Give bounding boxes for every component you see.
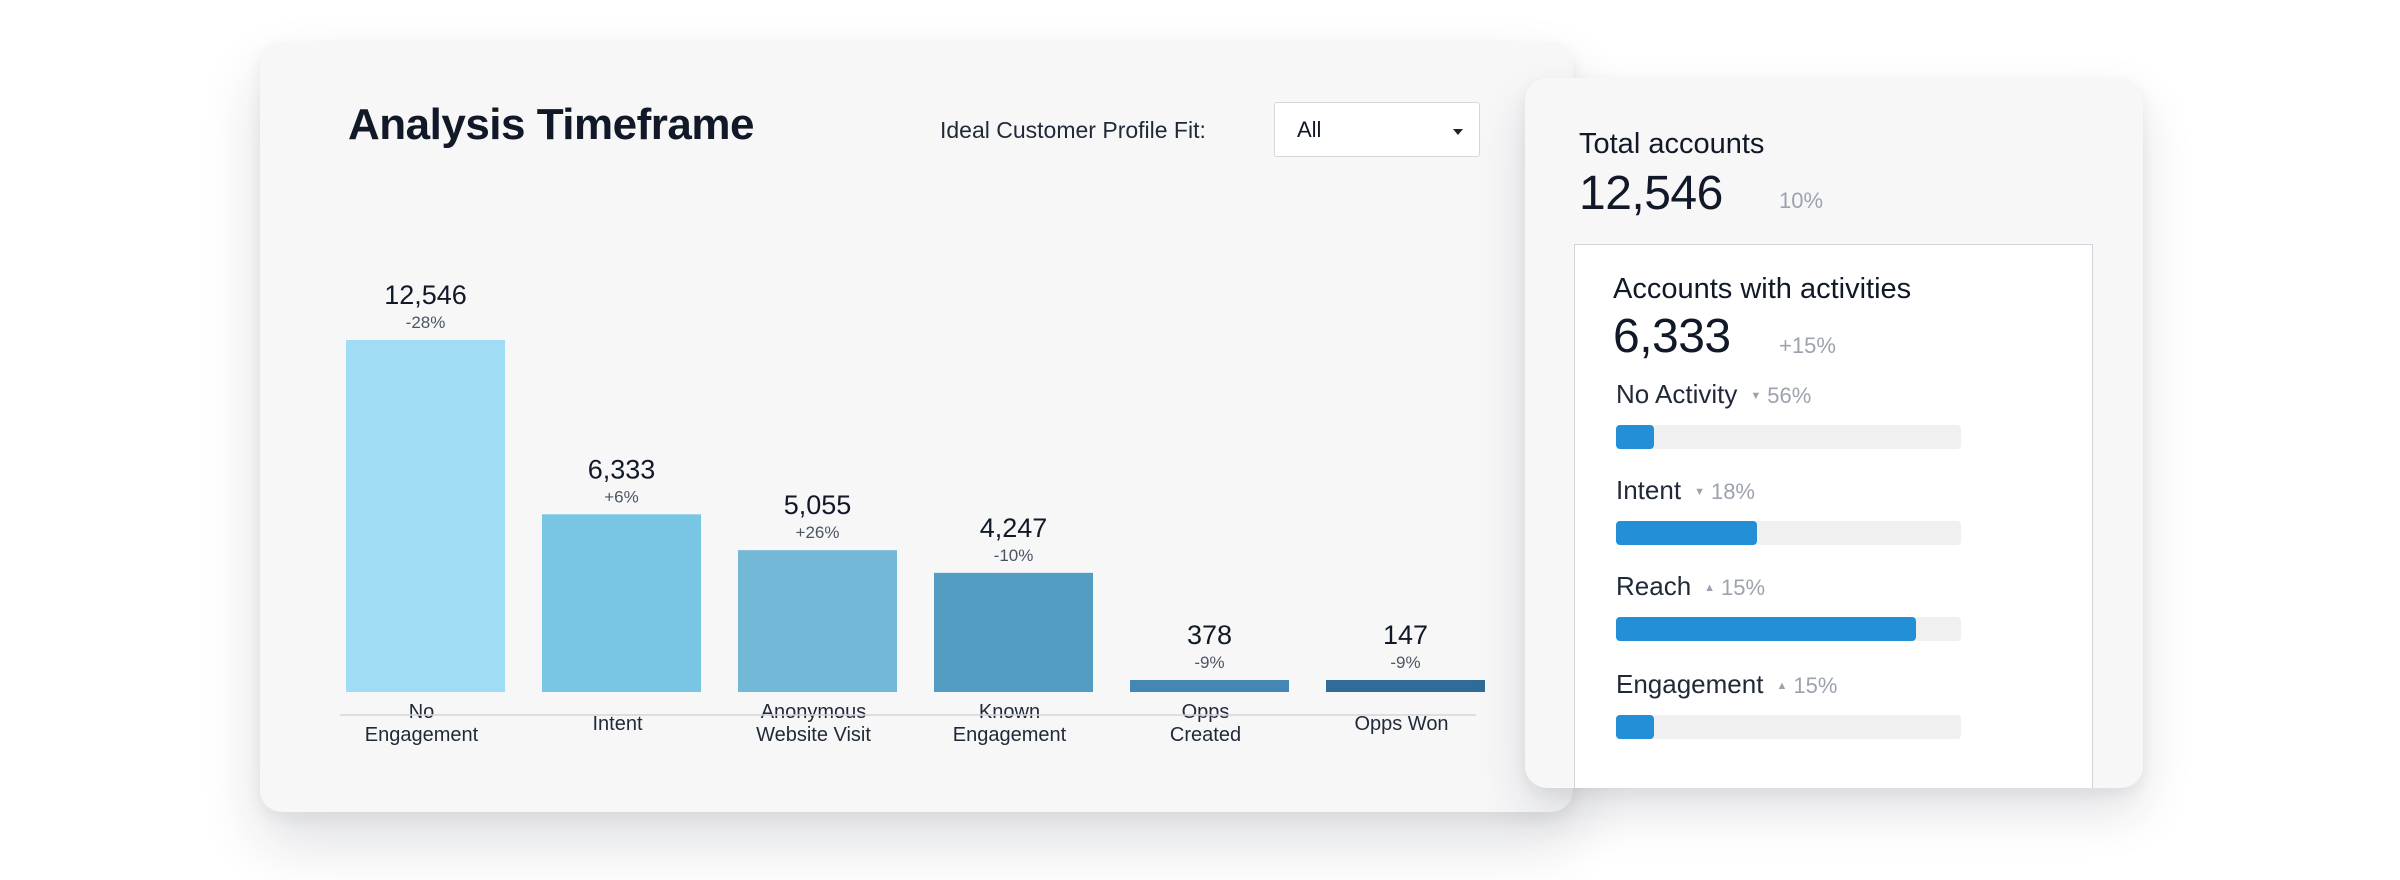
metric-name: No Activity — [1616, 379, 1738, 409]
bar-value-label: 378 — [1187, 620, 1232, 650]
metric-name: Engagement — [1616, 669, 1764, 699]
chevron-down-icon — [1453, 129, 1463, 135]
total-accounts-label: Total accounts — [1579, 128, 1765, 160]
bar-value-label: 4,247 — [980, 513, 1048, 543]
activities-value: 6,333 — [1613, 310, 1731, 363]
chart-bar — [1326, 680, 1485, 692]
total-accounts-change: 10% — [1779, 188, 1824, 213]
bar-change-label: -9% — [1390, 653, 1420, 672]
progress-track — [1616, 715, 1961, 739]
page-title: Analysis Timeframe — [348, 100, 754, 149]
progress-track — [1616, 521, 1961, 545]
bar-change-label: -10% — [994, 546, 1034, 565]
metric-reach: Reach ▲ 15% — [1616, 571, 1961, 641]
metric-percent: 18% — [1710, 479, 1755, 504]
chart-bar — [934, 572, 1093, 692]
activities-change: +15% — [1779, 333, 1836, 358]
category-label: Engagement — [365, 724, 479, 746]
triangle-down-icon: ▼ — [1750, 390, 1762, 402]
bar-change-label: -28% — [406, 313, 446, 332]
metric-percent: 56% — [1767, 383, 1812, 408]
bar-value-label: 5,055 — [784, 490, 852, 520]
metric-percent: 15% — [1793, 673, 1838, 698]
category-label: Opps — [1182, 701, 1230, 723]
chart-bar — [542, 514, 701, 692]
category-label: Anonymous — [761, 701, 867, 723]
bar-change-label: -9% — [1194, 653, 1224, 672]
metric-engagement: Engagement ▲ 15% — [1616, 669, 1961, 739]
bar-value-label: 6,333 — [588, 454, 656, 484]
bar-change-label: +6% — [604, 487, 639, 506]
icp-fit-select-value: All — [1297, 116, 1322, 142]
accounts-summary-card: Total accounts 12,546 10% Accounts with … — [1525, 78, 2143, 788]
triangle-up-icon: ▲ — [1776, 680, 1788, 692]
total-accounts-value: 12,546 — [1579, 167, 1723, 220]
accounts-with-activities-panel: Accounts with activities 6,333 +15% No A… — [1574, 244, 2093, 788]
funnel-bar-chart: 12,546-28%NoEngagement6,333+6%Intent5,05… — [340, 280, 1485, 746]
progress-fill — [1616, 617, 1917, 641]
category-label: Engagement — [953, 724, 1067, 746]
progress-fill — [1616, 521, 1758, 545]
triangle-down-icon: ▼ — [1694, 486, 1705, 498]
activities-label: Accounts with activities — [1613, 273, 1912, 305]
progress-track — [1616, 617, 1961, 641]
category-label: Website Visit — [756, 724, 871, 746]
icp-fit-select[interactable]: All — [1274, 102, 1480, 157]
triangle-up-icon: ▲ — [1704, 582, 1716, 594]
metric-intent: Intent ▼ 18% — [1616, 475, 1961, 545]
metric-name: Reach — [1616, 571, 1692, 601]
metric-name: Intent — [1616, 475, 1682, 505]
progress-fill — [1616, 425, 1654, 449]
category-label: Created — [1170, 724, 1241, 746]
bar-value-label: 12,546 — [384, 280, 467, 310]
category-label: No — [409, 701, 435, 723]
metric-no-activity: No Activity ▼ 56% — [1616, 379, 1961, 449]
chart-bar — [346, 340, 505, 692]
bar-value-label: 147 — [1383, 620, 1428, 650]
progress-track — [1616, 425, 1961, 449]
progress-fill — [1616, 715, 1654, 739]
chart-bar — [1130, 680, 1289, 692]
metric-percent: 15% — [1721, 575, 1766, 600]
category-label: Intent — [592, 713, 642, 735]
category-label: Known — [979, 701, 1040, 723]
funnel-analysis-card: Analysis Timeframe Ideal Customer Profil… — [260, 42, 1573, 812]
icp-fit-filter-label: Ideal Customer Profile Fit: — [940, 117, 1206, 143]
bar-change-label: +26% — [796, 523, 840, 542]
category-label: Opps Won — [1354, 713, 1448, 735]
chart-bar — [738, 550, 897, 692]
